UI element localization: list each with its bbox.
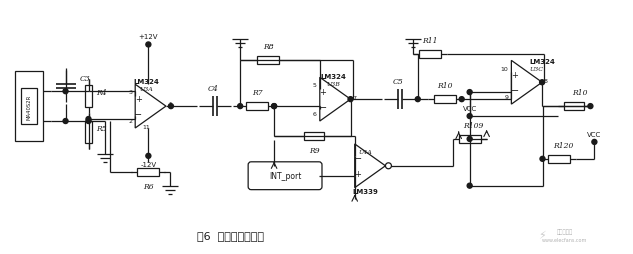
Text: 电子发烧友: 电子发烧友 xyxy=(556,229,573,234)
Text: −: − xyxy=(134,109,142,119)
Text: +: + xyxy=(354,169,361,178)
Text: −: − xyxy=(354,153,362,164)
FancyBboxPatch shape xyxy=(248,162,322,190)
Bar xyxy=(21,89,37,124)
Text: U4A: U4A xyxy=(358,149,372,154)
Circle shape xyxy=(86,117,91,122)
Text: C5: C5 xyxy=(392,78,403,86)
Text: 7: 7 xyxy=(353,95,356,100)
Text: R10: R10 xyxy=(437,82,453,90)
Text: 1: 1 xyxy=(168,101,172,106)
Circle shape xyxy=(415,97,420,102)
Text: +12V: +12V xyxy=(139,34,158,40)
Bar xyxy=(459,135,480,143)
Text: +: + xyxy=(135,94,142,104)
Circle shape xyxy=(272,104,277,109)
Text: R10: R10 xyxy=(572,89,587,97)
Circle shape xyxy=(467,183,472,188)
Text: R7: R7 xyxy=(252,89,263,97)
Circle shape xyxy=(467,114,472,119)
Circle shape xyxy=(63,119,68,124)
Text: +: + xyxy=(511,71,518,80)
Circle shape xyxy=(146,43,151,48)
Text: −: − xyxy=(319,102,327,112)
Text: MA40S2R: MA40S2R xyxy=(26,94,31,119)
Text: 3: 3 xyxy=(128,90,132,95)
Circle shape xyxy=(539,81,544,85)
Bar xyxy=(246,103,268,111)
Text: LM324: LM324 xyxy=(320,74,346,80)
Text: R5: R5 xyxy=(96,124,107,133)
Circle shape xyxy=(592,140,597,145)
Circle shape xyxy=(237,104,242,109)
Text: R11: R11 xyxy=(422,37,437,45)
Circle shape xyxy=(348,97,353,102)
Text: INT_port: INT_port xyxy=(269,171,301,181)
Text: VCC: VCC xyxy=(463,106,477,112)
Circle shape xyxy=(168,104,173,109)
Circle shape xyxy=(467,90,472,95)
Text: 10: 10 xyxy=(501,66,508,71)
Text: 9: 9 xyxy=(505,94,508,100)
Circle shape xyxy=(146,154,151,159)
Text: R109: R109 xyxy=(463,121,484,130)
Text: LM324: LM324 xyxy=(134,78,160,85)
Text: C3: C3 xyxy=(80,75,91,83)
Circle shape xyxy=(63,89,68,94)
Text: LM324: LM324 xyxy=(530,59,555,65)
Text: VCC: VCC xyxy=(587,131,601,137)
Bar xyxy=(85,86,92,108)
Circle shape xyxy=(540,157,545,162)
Text: C4: C4 xyxy=(208,85,218,93)
Text: R6: R6 xyxy=(143,182,154,190)
Text: LM339: LM339 xyxy=(352,188,378,194)
Bar xyxy=(304,132,324,140)
Text: U3A: U3A xyxy=(139,86,153,91)
Text: 6: 6 xyxy=(313,112,316,116)
Text: 2: 2 xyxy=(128,118,132,123)
Text: R8: R8 xyxy=(263,43,273,51)
Text: -12V: -12V xyxy=(141,161,156,167)
Text: U3B: U3B xyxy=(326,82,340,87)
Circle shape xyxy=(86,119,91,124)
Text: 5: 5 xyxy=(313,83,316,88)
Bar xyxy=(85,122,92,143)
Bar xyxy=(419,51,441,59)
Bar xyxy=(548,155,570,163)
Text: +: + xyxy=(320,88,327,97)
Text: 8: 8 xyxy=(544,78,548,83)
Text: R120: R120 xyxy=(553,141,573,149)
Text: 图6  超声波接收电路: 图6 超声波接收电路 xyxy=(197,230,264,241)
Bar xyxy=(15,72,42,141)
Bar xyxy=(137,168,160,176)
Text: ⚡: ⚡ xyxy=(537,230,546,241)
Bar xyxy=(434,96,456,104)
Circle shape xyxy=(272,104,277,109)
Circle shape xyxy=(588,104,593,109)
Text: R4: R4 xyxy=(96,89,107,97)
Text: R9: R9 xyxy=(309,146,319,154)
Bar xyxy=(257,57,279,65)
Text: −: − xyxy=(511,86,518,96)
Circle shape xyxy=(459,97,464,102)
Circle shape xyxy=(467,137,472,142)
Bar xyxy=(565,103,584,111)
Text: U3C: U3C xyxy=(530,67,544,72)
Text: www.elecfans.com: www.elecfans.com xyxy=(542,237,587,242)
Text: 11: 11 xyxy=(142,124,150,129)
